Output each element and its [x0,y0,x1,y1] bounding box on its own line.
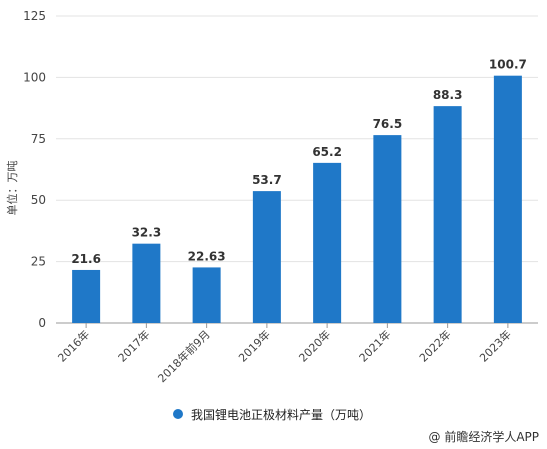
y-tick-label: 50 [31,193,46,207]
legend: 我国锂电池正极材料产量（万吨） [173,404,371,424]
x-tick-label: 2021年 [356,327,393,364]
y-tick-label: 25 [31,255,46,269]
bar [373,135,402,323]
data-label: 65.2 [312,145,342,159]
bar [192,267,221,323]
data-label: 53.7 [252,173,282,187]
data-label: 76.5 [373,117,403,131]
x-tick-label: 2019年 [236,327,273,364]
y-tick-label: 75 [31,132,46,146]
data-label: 100.7 [489,58,527,72]
legend-marker [173,409,183,419]
x-tick-label: 2017年 [115,327,152,364]
data-label: 21.6 [71,252,101,266]
y-axis-title: 单位：万吨 [6,160,19,216]
data-label: 32.3 [132,226,162,240]
source-credit: @ 前瞻经济学人APP [428,430,540,444]
x-tick-label: 2018年前9月 [155,327,213,385]
bar [313,162,342,323]
x-tick-label: 2020年 [296,327,333,364]
legend-label: 我国锂电池正极材料产量（万吨） [191,407,372,422]
bar [433,106,462,324]
bar [493,75,522,323]
y-tick-label: 125 [23,9,46,23]
x-tick-label: 2022年 [416,327,453,364]
x-tick-label: 2023年 [477,327,514,364]
y-tick-label: 100 [23,70,46,84]
bar [252,191,281,323]
x-tick-label: 2016年 [55,327,92,364]
y-tick-label: 0 [38,316,46,330]
bar [72,269,101,323]
data-label: 22.63 [188,249,226,263]
data-label: 88.3 [433,88,463,102]
bar [132,243,161,323]
